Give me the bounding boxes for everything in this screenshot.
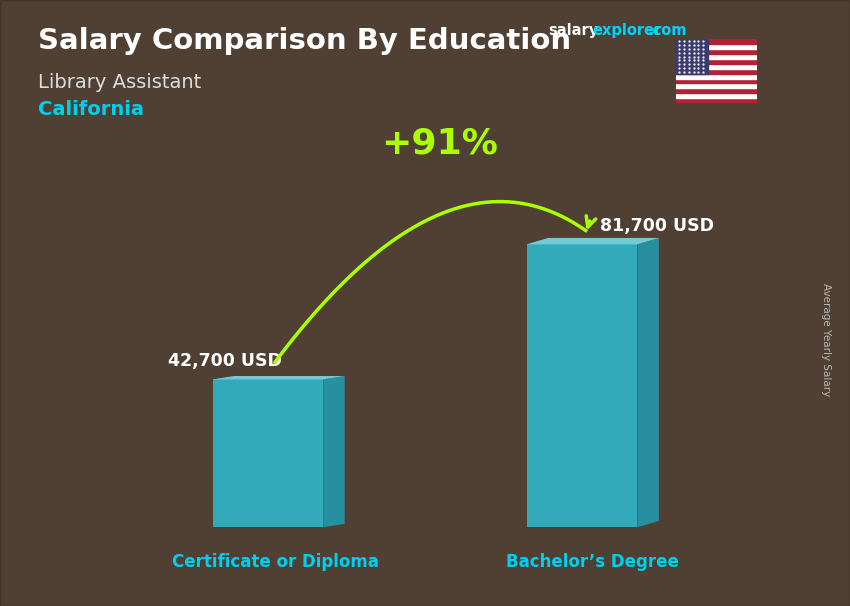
- Polygon shape: [527, 244, 638, 527]
- Bar: [676, 39, 708, 74]
- Text: explorer: explorer: [592, 23, 662, 38]
- Text: 81,700 USD: 81,700 USD: [600, 216, 714, 235]
- Bar: [676, 84, 756, 88]
- Bar: [676, 59, 756, 64]
- Text: Salary Comparison By Education: Salary Comparison By Education: [38, 27, 571, 55]
- Text: California: California: [38, 100, 144, 119]
- Bar: [676, 98, 756, 103]
- Bar: [676, 54, 756, 59]
- Text: .com: .com: [648, 23, 687, 38]
- Bar: [676, 88, 756, 93]
- Polygon shape: [212, 376, 344, 379]
- Polygon shape: [527, 238, 659, 244]
- Text: salary: salary: [548, 23, 598, 38]
- Text: Library Assistant: Library Assistant: [38, 73, 201, 92]
- Text: 42,700 USD: 42,700 USD: [168, 351, 282, 370]
- Text: +91%: +91%: [381, 127, 498, 161]
- Polygon shape: [212, 379, 323, 527]
- Bar: [676, 39, 756, 44]
- Polygon shape: [638, 238, 659, 527]
- Bar: [676, 64, 756, 68]
- Bar: [676, 44, 756, 49]
- Bar: [676, 93, 756, 98]
- Text: Certificate or Diploma: Certificate or Diploma: [172, 553, 378, 571]
- Text: Bachelor’s Degree: Bachelor’s Degree: [507, 553, 679, 571]
- Bar: [676, 49, 756, 54]
- Bar: [676, 68, 756, 74]
- Bar: [676, 74, 756, 79]
- Polygon shape: [323, 376, 344, 527]
- Text: Average Yearly Salary: Average Yearly Salary: [821, 283, 831, 396]
- Bar: [676, 79, 756, 84]
